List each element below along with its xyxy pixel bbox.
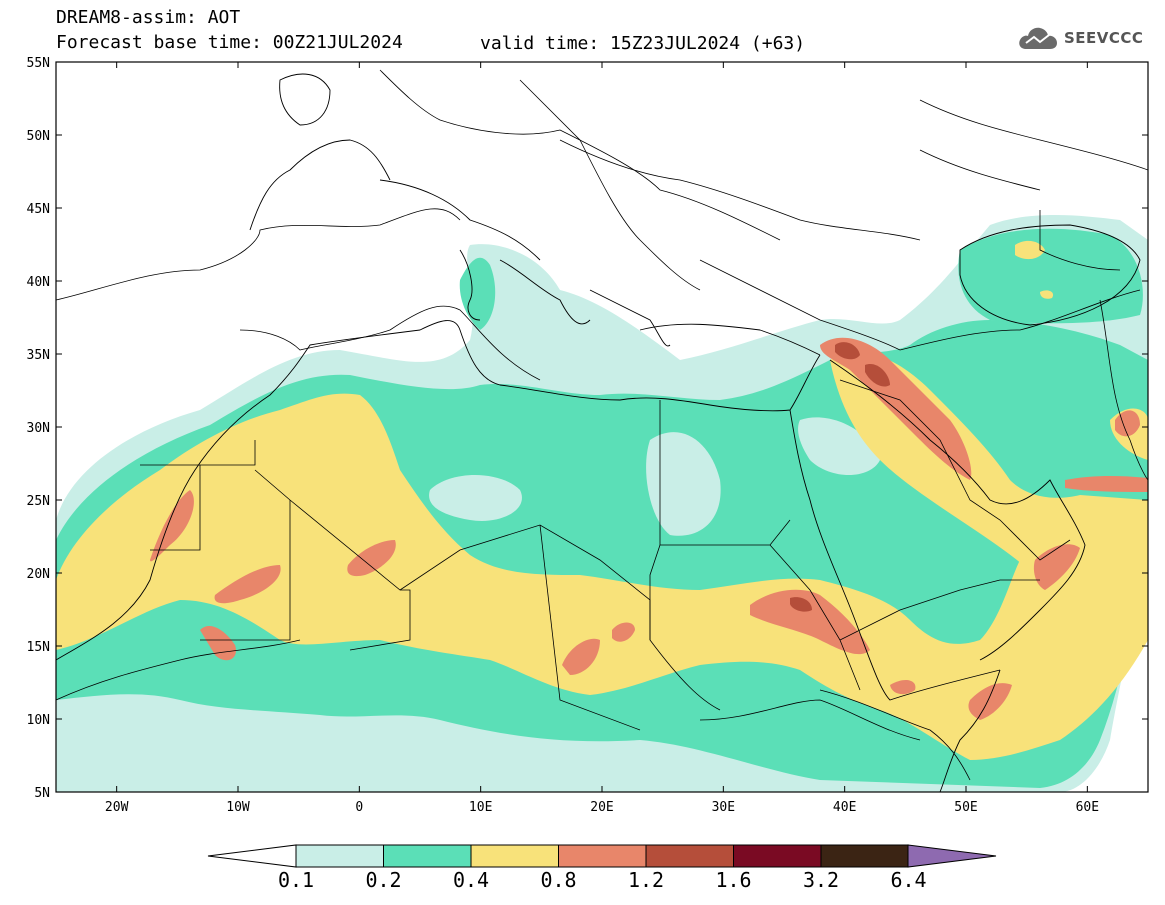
colorbar-over-arrow xyxy=(907,844,997,868)
aot-band-0.4 xyxy=(56,393,1148,760)
lon-label: 20W xyxy=(105,800,129,815)
lon-label: 10W xyxy=(226,800,250,815)
colorbar-box xyxy=(733,844,822,868)
lat-label: 45N xyxy=(27,202,50,217)
country-borders xyxy=(56,69,1148,781)
aot-field xyxy=(56,62,1148,792)
colorbar-label: 0.1 xyxy=(277,868,315,892)
colorbar-label: 0.2 xyxy=(365,868,402,892)
lat-label: 25N xyxy=(27,494,50,509)
coastlines xyxy=(56,73,1141,792)
cloud-icon xyxy=(1019,27,1057,49)
colorbar-box xyxy=(645,844,734,868)
colorbar-label: 3.2 xyxy=(802,868,840,892)
lon-label: 60E xyxy=(1076,800,1099,815)
colorbar-label: 0.4 xyxy=(452,868,490,892)
seevccc-logo: SEEVCCC xyxy=(1016,20,1143,56)
lat-label: 40N xyxy=(27,275,50,290)
longitude-axis: 20W 10W 0 10E 20E 30E 40E 50E 60E xyxy=(105,62,1099,815)
colorbar-box xyxy=(295,844,384,868)
colorbar-box xyxy=(470,844,559,868)
colorbar-box xyxy=(383,844,472,868)
lon-label: 20E xyxy=(590,800,613,815)
lon-label: 0 xyxy=(355,800,363,815)
lat-label: 30N xyxy=(27,421,50,436)
lat-label: 50N xyxy=(27,129,50,144)
lon-label: 40E xyxy=(833,800,856,815)
colorbar-label: 6.4 xyxy=(890,868,927,892)
logo-text: SEEVCCC xyxy=(1064,29,1144,47)
colorbar-label: 1.2 xyxy=(627,868,665,892)
lat-label: 55N xyxy=(27,56,50,71)
lat-label: 35N xyxy=(27,348,50,363)
colorbar-box xyxy=(820,844,909,868)
map-title: DREAM8-assim: AOT xyxy=(56,7,241,28)
lon-label: 10E xyxy=(469,800,492,815)
colorbar-under-arrow xyxy=(207,844,297,868)
lat-label: 15N xyxy=(27,640,50,655)
colorbar-box xyxy=(558,844,647,868)
colorbar-label: 0.8 xyxy=(540,868,577,892)
aot-band-1.2 xyxy=(790,342,890,612)
lat-label: 5N xyxy=(34,786,50,801)
colorbar xyxy=(207,844,997,868)
forecast-base-time: Forecast base time: 00Z21JUL2024 xyxy=(56,32,403,53)
valid-time: valid time: 15Z23JUL2024 (+63) xyxy=(480,33,806,54)
latitude-axis: 55N 50N 45N 40N 35N 30N 25N 20N 15N 10N 5N xyxy=(27,56,1148,801)
lon-label: 30E xyxy=(712,800,735,815)
lat-label: 10N xyxy=(27,713,50,728)
lat-label: 20N xyxy=(27,567,50,582)
colorbar-label: 1.6 xyxy=(715,868,752,892)
lon-label: 50E xyxy=(954,800,977,815)
